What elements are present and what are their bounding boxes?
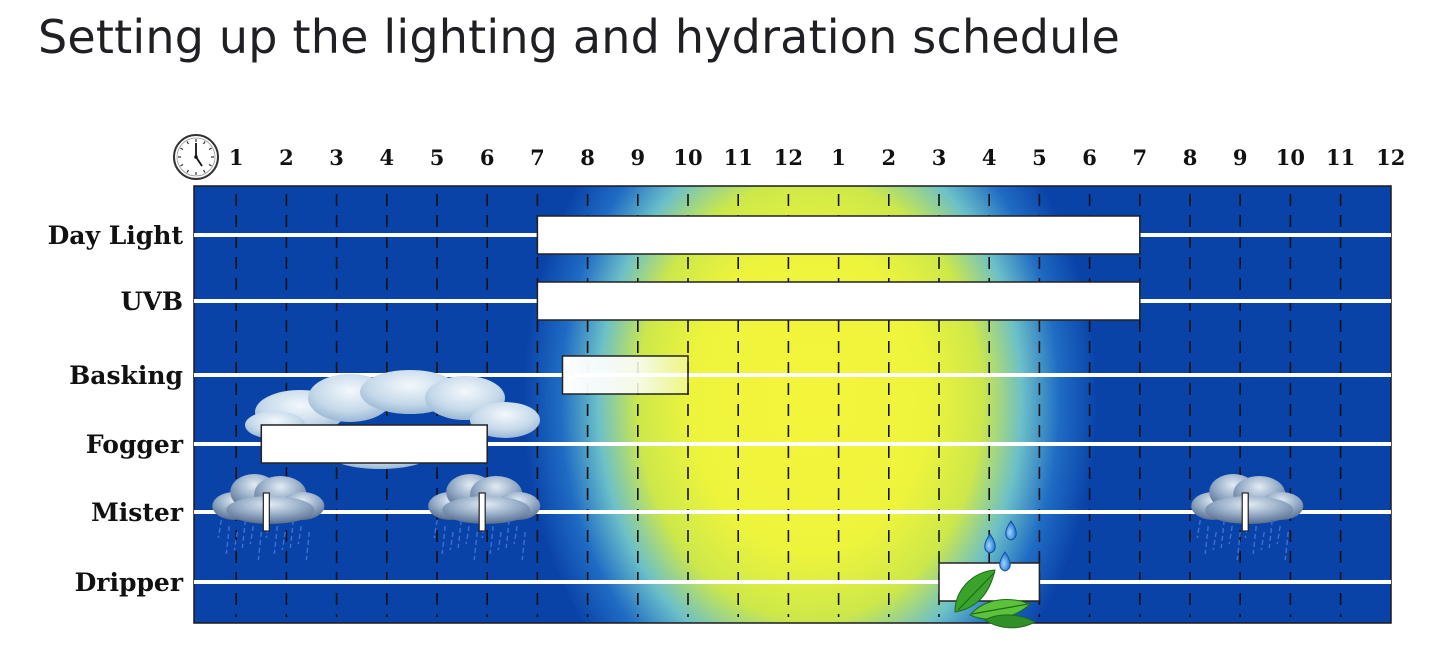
schedule-bars: [260, 215, 1249, 602]
row-label: Basking: [69, 361, 183, 390]
hour-label: 8: [580, 145, 595, 170]
hour-label: 11: [724, 145, 753, 170]
mister-pulse: [262, 492, 270, 532]
hour-label: 4: [982, 145, 997, 170]
hour-label: 1: [831, 145, 846, 170]
schedule-bar: [260, 424, 488, 464]
clock-icon: [173, 134, 219, 180]
hour-label: 1: [229, 145, 244, 170]
hour-label: 5: [1032, 145, 1047, 170]
row-label: Day Light: [48, 221, 184, 250]
hour-label: 9: [1233, 145, 1248, 170]
schedule-bar: [561, 355, 689, 395]
mister-pulse: [478, 492, 486, 532]
hour-labels: 1 2 3 4 5 6 7 8 9 10 11 12 1 2 3 4 5 6 7 8 9 10 11 12: [229, 145, 1406, 170]
hour-label: 7: [530, 145, 545, 170]
row-label: Mister: [91, 498, 184, 527]
row-label: Dripper: [75, 568, 184, 597]
row-labels: Day Light UVB Basking Fogger Mister Dripper: [48, 221, 184, 597]
hour-label: 11: [1326, 145, 1355, 170]
hour-label: 6: [1082, 145, 1097, 170]
schedule-bar: [536, 215, 1141, 255]
hour-label: 12: [774, 145, 803, 170]
hour-label: 9: [630, 145, 645, 170]
schedule-bar: [536, 281, 1141, 321]
hour-label: 8: [1183, 145, 1198, 170]
row-label: Fogger: [86, 430, 184, 459]
page-title: Setting up the lighting and hydration sc…: [38, 10, 1121, 64]
leaf-icon: [954, 569, 1037, 629]
hour-label: 10: [673, 145, 702, 170]
hour-label: 5: [430, 145, 445, 170]
hour-label: 7: [1132, 145, 1147, 170]
hour-label: 6: [480, 145, 495, 170]
hour-label: 10: [1276, 145, 1305, 170]
row-label: UVB: [121, 287, 183, 316]
hour-label: 3: [932, 145, 947, 170]
mister-pulse: [1241, 492, 1249, 532]
hour-label: 4: [379, 145, 394, 170]
hour-label: 2: [279, 145, 294, 170]
hour-label: 2: [881, 145, 896, 170]
water-drop-icon: [984, 520, 1017, 572]
hour-label: 3: [329, 145, 344, 170]
rain-cloud-icon: [428, 474, 541, 561]
hour-label: 12: [1376, 145, 1405, 170]
